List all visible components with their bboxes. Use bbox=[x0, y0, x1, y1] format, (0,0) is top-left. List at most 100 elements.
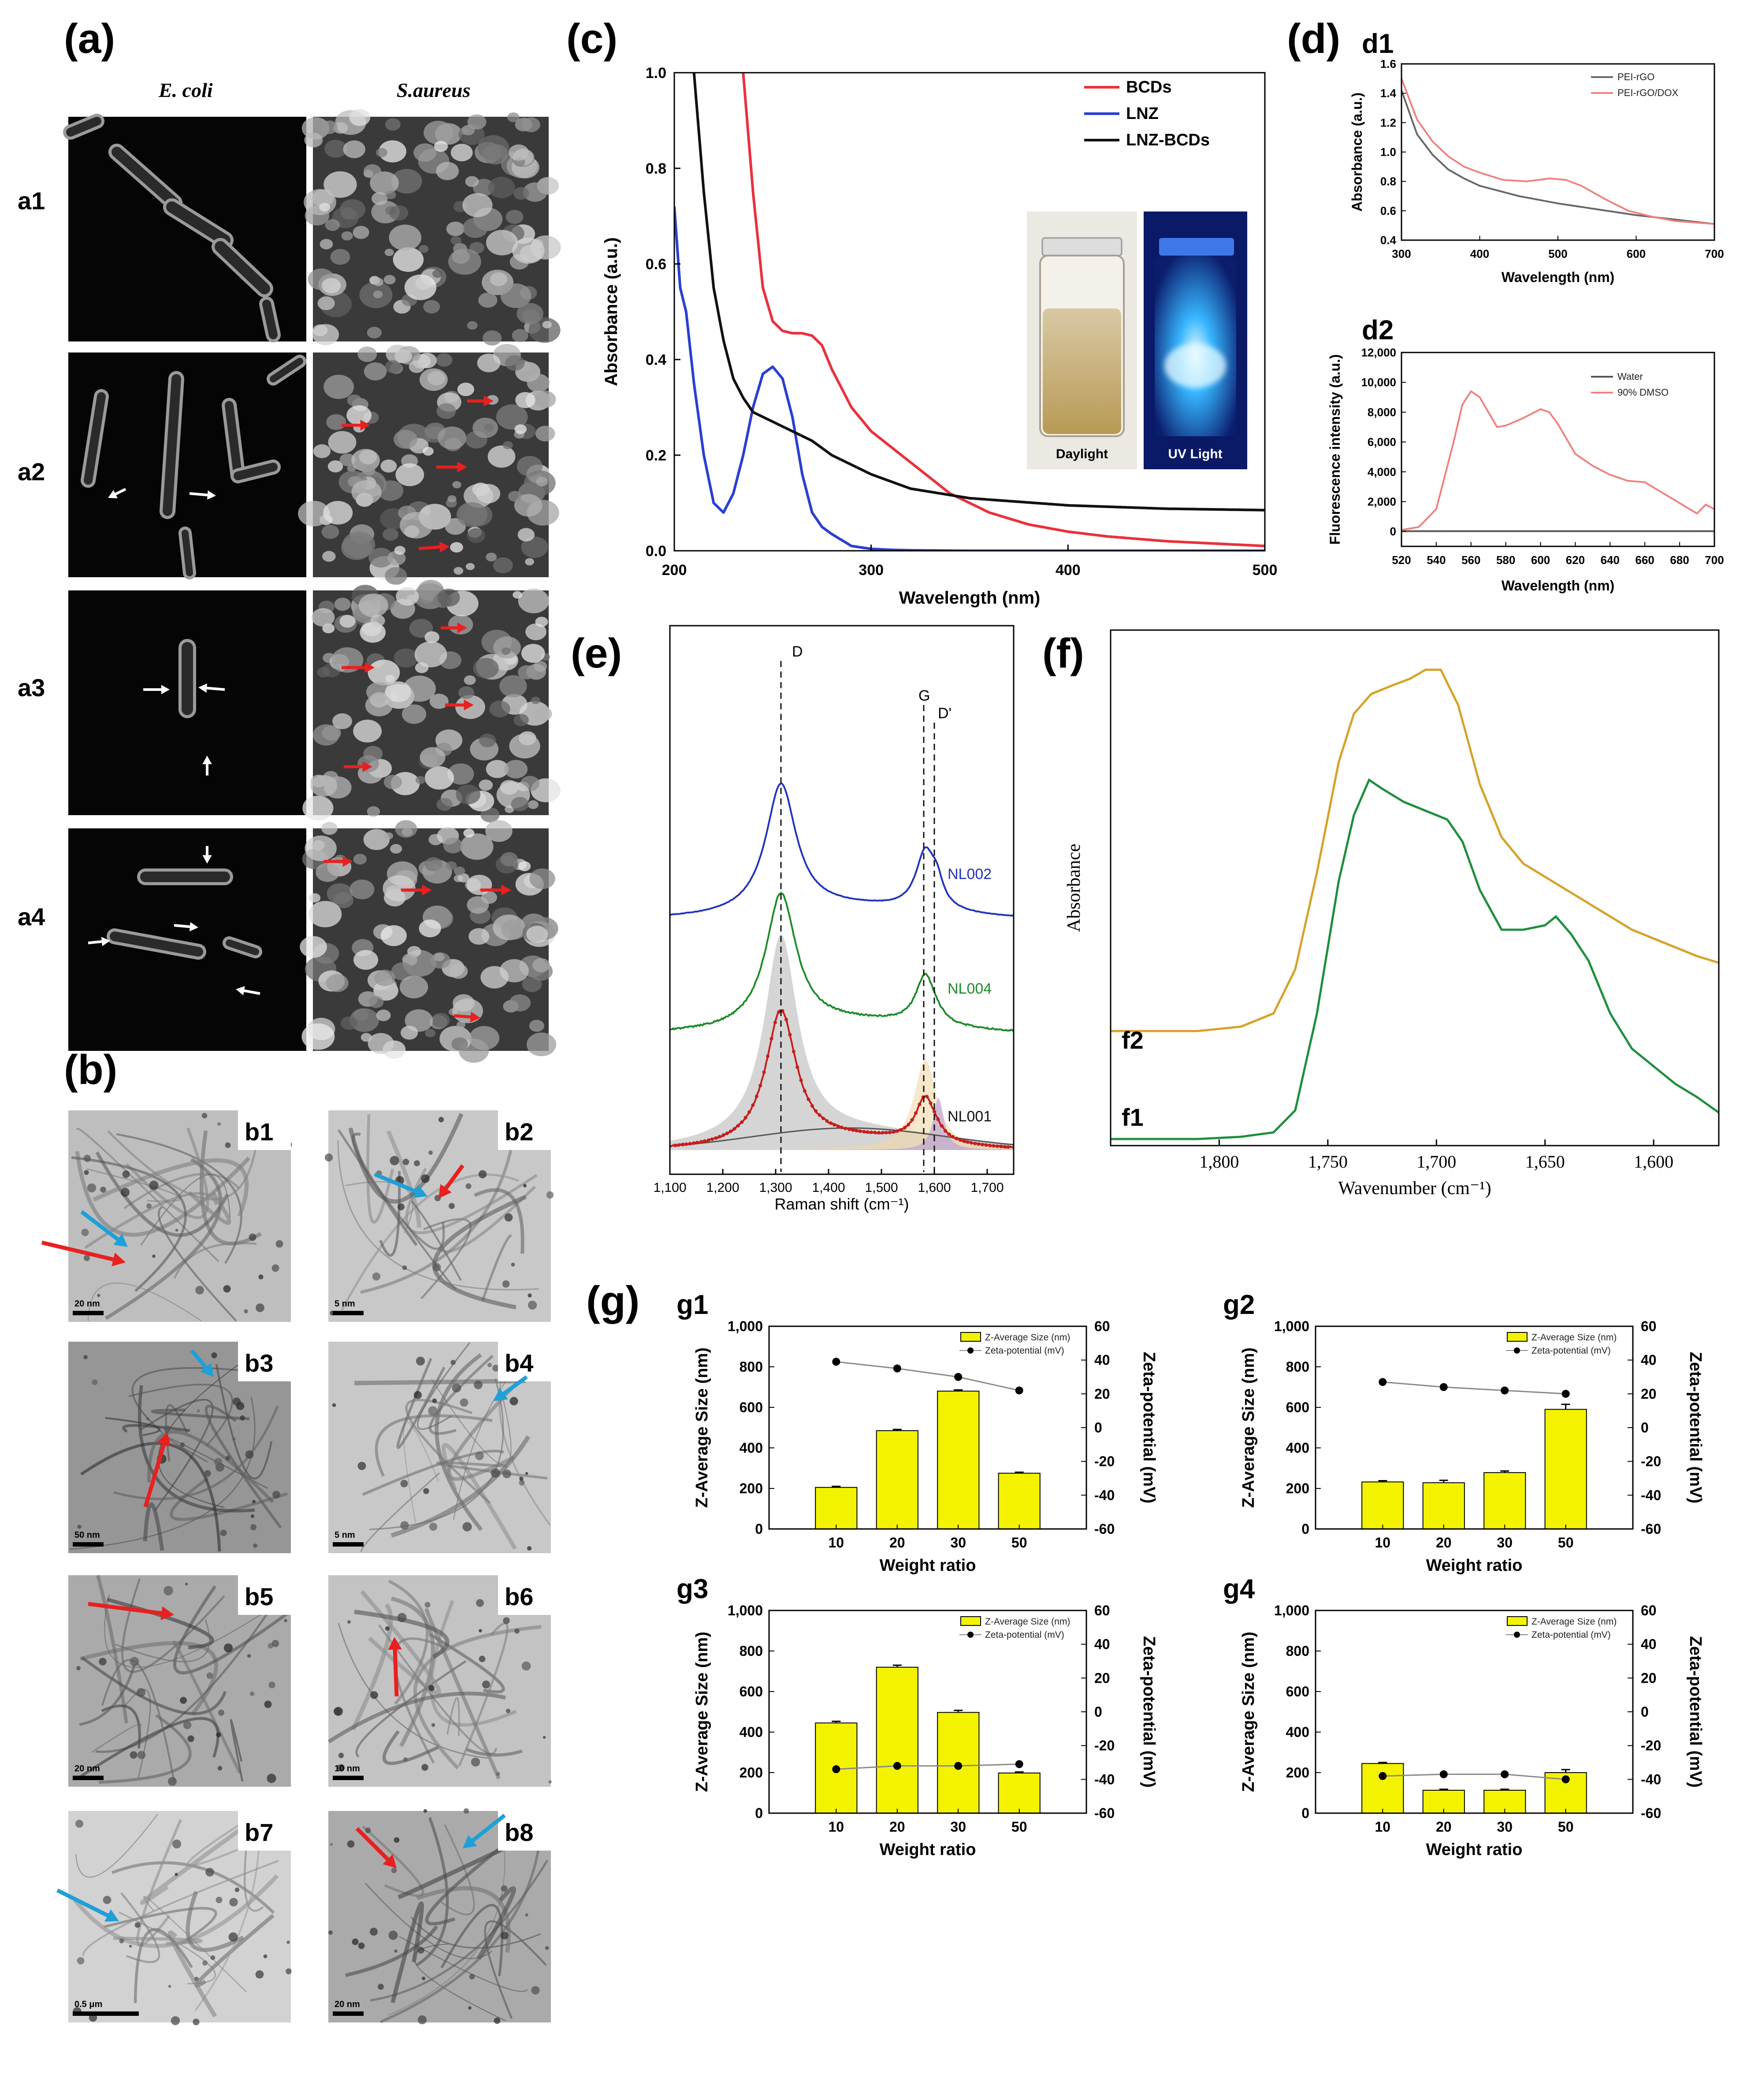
panel-label-b: (b) bbox=[64, 1046, 117, 1093]
x-tick-label: 30 bbox=[950, 1535, 966, 1551]
cell-texture bbox=[423, 300, 440, 314]
cell-texture bbox=[432, 269, 443, 278]
nanoparticle-dot bbox=[250, 1524, 256, 1530]
nl001-data-point bbox=[803, 1089, 807, 1093]
cell-texture bbox=[368, 548, 394, 568]
nl001-data-point bbox=[743, 1116, 747, 1120]
red-arrow bbox=[453, 1014, 473, 1019]
nanoparticle-dot bbox=[249, 1233, 256, 1241]
cell-texture bbox=[542, 321, 552, 329]
y-tick-label: 200 bbox=[1286, 1765, 1309, 1781]
series-line-NL002 bbox=[669, 782, 1014, 917]
chart-f-frame bbox=[1110, 629, 1720, 1146]
uv-vial-cap bbox=[1159, 238, 1234, 256]
tube-texture bbox=[476, 1886, 516, 1960]
nanoparticle-dot bbox=[229, 1898, 238, 1907]
tube-texture bbox=[440, 1824, 475, 1915]
nl001-data-point bbox=[758, 1083, 762, 1087]
tube-texture bbox=[388, 1580, 429, 1705]
tube-texture bbox=[204, 1405, 282, 1529]
red-arrow-head bbox=[439, 542, 450, 553]
nanoparticle-dot bbox=[268, 1681, 275, 1688]
nanoparticle-dot bbox=[347, 1620, 351, 1624]
y-tick-label: 0.0 bbox=[646, 543, 666, 560]
tem-label-box bbox=[238, 1575, 291, 1615]
nanoparticle-dot bbox=[545, 1946, 549, 1950]
nanoparticle-dot bbox=[83, 1355, 88, 1359]
tube-texture bbox=[86, 1168, 181, 1202]
nl001-data-point bbox=[870, 1130, 874, 1134]
nl001-data-point bbox=[847, 1128, 851, 1131]
y2-tick-label: -40 bbox=[1094, 1771, 1115, 1787]
tem-label-box bbox=[238, 1811, 291, 1851]
cell-texture bbox=[351, 449, 380, 472]
nanoparticle-dot bbox=[223, 1285, 231, 1293]
tube-texture bbox=[147, 1430, 274, 1503]
red-arrow-head bbox=[483, 395, 494, 407]
nanoparticle-dot bbox=[511, 1262, 515, 1267]
cell-texture bbox=[380, 925, 407, 946]
nl001-data-point bbox=[833, 1123, 836, 1127]
nanoparticle-dot bbox=[432, 1263, 441, 1272]
chart-c-frame bbox=[673, 72, 1266, 552]
y-tick-label: 1,000 bbox=[1274, 1603, 1309, 1618]
y2-tick-label: -20 bbox=[1641, 1454, 1661, 1469]
blue-arrow-head bbox=[494, 1388, 508, 1401]
zeta-point-30 bbox=[954, 1373, 963, 1381]
y2-tick-label: 20 bbox=[1094, 1670, 1110, 1686]
bar-10 bbox=[1361, 1763, 1404, 1814]
cell-texture bbox=[513, 187, 529, 200]
nanoparticle-dot bbox=[149, 1180, 159, 1190]
cell-texture bbox=[313, 444, 331, 458]
tube-texture bbox=[416, 1886, 511, 1953]
cell-texture bbox=[517, 456, 543, 477]
y2-tick-label: -60 bbox=[1641, 1805, 1661, 1821]
nanoparticle-dot bbox=[476, 1599, 484, 1607]
nanoparticle-dot bbox=[286, 1968, 292, 1974]
cell-texture bbox=[334, 597, 351, 611]
nanoparticle-dot bbox=[247, 1654, 251, 1658]
nanoparticle-dot bbox=[503, 1617, 510, 1624]
nanoparticle-dot bbox=[332, 1403, 336, 1407]
legend-label-zeta: Zeta-potential (mV) bbox=[985, 1630, 1064, 1640]
nanoparticle-dot bbox=[137, 1751, 146, 1759]
cell-texture bbox=[327, 460, 343, 473]
y-tick-label: 200 bbox=[1286, 1480, 1309, 1496]
x-tick-label: 1,400 bbox=[812, 1180, 845, 1195]
x-tick-label: 700 bbox=[1705, 247, 1724, 260]
nl001-data-point bbox=[929, 1101, 933, 1105]
x-tick-label: 1,700 bbox=[970, 1180, 1004, 1195]
y-tick-label: 10,000 bbox=[1361, 376, 1396, 389]
cell-texture bbox=[464, 484, 494, 508]
cell-texture bbox=[525, 623, 546, 641]
tube-texture bbox=[151, 1408, 250, 1421]
tube-texture bbox=[79, 1663, 136, 1726]
nanoparticle-dot bbox=[175, 1228, 178, 1232]
cell-texture bbox=[376, 1009, 391, 1021]
ecoli-rod-core bbox=[225, 401, 242, 480]
nanoparticle-dot bbox=[120, 1187, 130, 1197]
cell-texture bbox=[304, 133, 323, 148]
red-arrow-head bbox=[364, 662, 375, 673]
tube-texture bbox=[369, 1378, 504, 1530]
y-tick-label: 0 bbox=[1301, 1805, 1309, 1821]
bar-50 bbox=[998, 1473, 1041, 1529]
nl001-data-point bbox=[781, 1009, 784, 1013]
tube-texture bbox=[405, 1399, 491, 1504]
cell-texture bbox=[515, 392, 535, 408]
red-arrow bbox=[355, 1827, 391, 1863]
cell-texture bbox=[450, 236, 461, 245]
x-tick-label: 10 bbox=[1375, 1819, 1391, 1835]
red-arrow-head bbox=[383, 1854, 397, 1868]
nanoparticle-dot bbox=[232, 1437, 236, 1441]
nanoparticle-dot bbox=[168, 1777, 177, 1786]
cell-texture bbox=[360, 622, 386, 643]
nl001-data-point bbox=[840, 1125, 844, 1129]
nanoparticle-dot bbox=[252, 1500, 256, 1503]
y2-axis-label: Zeta-potential (mV) bbox=[1140, 1352, 1158, 1503]
tube-texture bbox=[341, 1173, 519, 1311]
y2-tick-label: 60 bbox=[1094, 1318, 1110, 1334]
red-arrow bbox=[418, 545, 442, 550]
panel-label-g: (g) bbox=[586, 1278, 639, 1325]
nl001-data-point bbox=[810, 1104, 814, 1108]
